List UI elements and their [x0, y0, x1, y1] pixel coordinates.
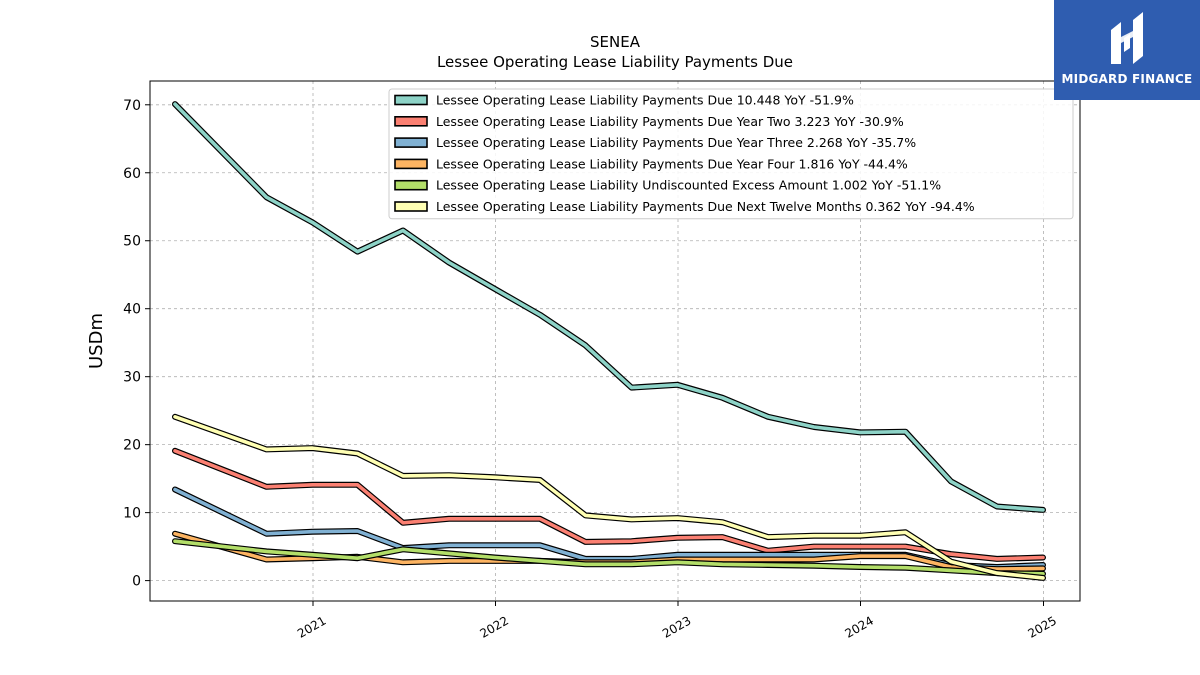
- legend-swatch: [394, 116, 428, 127]
- y-tick-label: 60: [123, 166, 141, 182]
- legend: Lessee Operating Lease Liability Payment…: [388, 88, 1074, 220]
- legend-swatch: [394, 137, 428, 148]
- x-tick-label: 2025: [1026, 613, 1059, 640]
- plot-frame: [149, 80, 1081, 602]
- legend-entry-label: Lessee Operating Lease Liability Payment…: [436, 199, 975, 214]
- legend-entry-label: Lessee Operating Lease Liability Undisco…: [436, 178, 941, 193]
- series-line: [173, 539, 1045, 576]
- y-tick-label: 50: [123, 234, 141, 250]
- brand-logo-icon: [1111, 12, 1143, 64]
- chart-title: SENEA: [590, 33, 641, 51]
- legend-entry-label: Lessee Operating Lease Liability Payment…: [436, 93, 854, 108]
- series-line: [173, 414, 1045, 580]
- legend-swatch: [394, 158, 428, 170]
- series-lines: [172, 101, 1046, 581]
- y-tick-label: 40: [123, 302, 141, 318]
- legend-entry-label: Lessee Operating Lease Liability Payment…: [436, 135, 916, 150]
- x-tick-label: 2022: [478, 613, 511, 640]
- brand-logo: MIDGARD FINANCE: [1054, 0, 1200, 100]
- legend-entry-label: Lessee Operating Lease Liability Payment…: [436, 156, 908, 171]
- y-axis-label: USDm: [86, 313, 107, 369]
- x-tick-label: 2024: [843, 613, 876, 640]
- legend-entry-label: Lessee Operating Lease Liability Payment…: [436, 114, 904, 129]
- y-tick-label: 70: [123, 98, 141, 114]
- legend-swatch: [394, 201, 428, 212]
- y-tick-label: 20: [123, 438, 141, 454]
- x-tick-label: 2023: [660, 613, 693, 640]
- y-tick-label: 30: [123, 370, 141, 386]
- y-tick-label: 0: [132, 574, 141, 590]
- legend-box: [388, 88, 1074, 220]
- legend-swatch: [394, 94, 428, 106]
- chart-subtitle: Lessee Operating Lease Liability Payment…: [437, 53, 793, 71]
- series-line: [173, 102, 1045, 512]
- y-tick-label: 10: [123, 506, 141, 522]
- series-line: [173, 448, 1045, 561]
- brand-name: MIDGARD FINANCE: [1061, 72, 1193, 86]
- x-tick-label: 2021: [295, 613, 328, 640]
- legend-swatch: [394, 179, 428, 191]
